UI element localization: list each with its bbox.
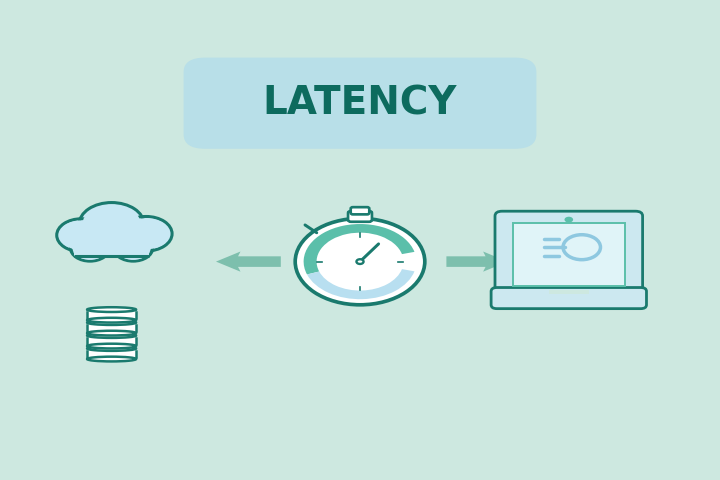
Circle shape: [356, 259, 364, 264]
Ellipse shape: [87, 307, 136, 312]
Bar: [87, 348, 136, 359]
Bar: [513, 223, 625, 286]
Circle shape: [114, 235, 153, 261]
Bar: [87, 323, 136, 333]
Bar: [87, 310, 136, 320]
Ellipse shape: [87, 318, 136, 323]
Ellipse shape: [87, 331, 136, 336]
Text: LATENCY: LATENCY: [263, 84, 457, 122]
Bar: [549, 290, 589, 294]
Bar: [74, 240, 149, 256]
Ellipse shape: [87, 333, 136, 338]
Circle shape: [79, 203, 144, 246]
Ellipse shape: [87, 320, 136, 325]
Circle shape: [318, 233, 402, 290]
Circle shape: [71, 235, 109, 261]
Circle shape: [82, 204, 141, 244]
Bar: [73, 242, 150, 256]
Circle shape: [116, 237, 150, 260]
Ellipse shape: [87, 357, 136, 361]
FancyBboxPatch shape: [184, 58, 536, 149]
Circle shape: [114, 235, 153, 261]
Wedge shape: [307, 269, 415, 299]
Circle shape: [564, 216, 573, 222]
Wedge shape: [304, 224, 415, 275]
Bar: [87, 336, 136, 346]
FancyArrow shape: [216, 252, 281, 272]
Circle shape: [73, 237, 107, 260]
Circle shape: [120, 216, 172, 251]
Ellipse shape: [87, 346, 136, 351]
Circle shape: [120, 216, 172, 251]
Circle shape: [71, 235, 109, 261]
Circle shape: [295, 218, 425, 305]
FancyBboxPatch shape: [351, 207, 369, 215]
FancyArrow shape: [446, 252, 508, 272]
FancyBboxPatch shape: [348, 211, 372, 222]
Ellipse shape: [87, 344, 136, 348]
Circle shape: [57, 219, 106, 252]
FancyBboxPatch shape: [491, 288, 647, 309]
FancyBboxPatch shape: [495, 211, 643, 298]
Circle shape: [79, 203, 144, 246]
Circle shape: [59, 220, 104, 250]
Circle shape: [57, 219, 106, 252]
Circle shape: [123, 218, 169, 249]
